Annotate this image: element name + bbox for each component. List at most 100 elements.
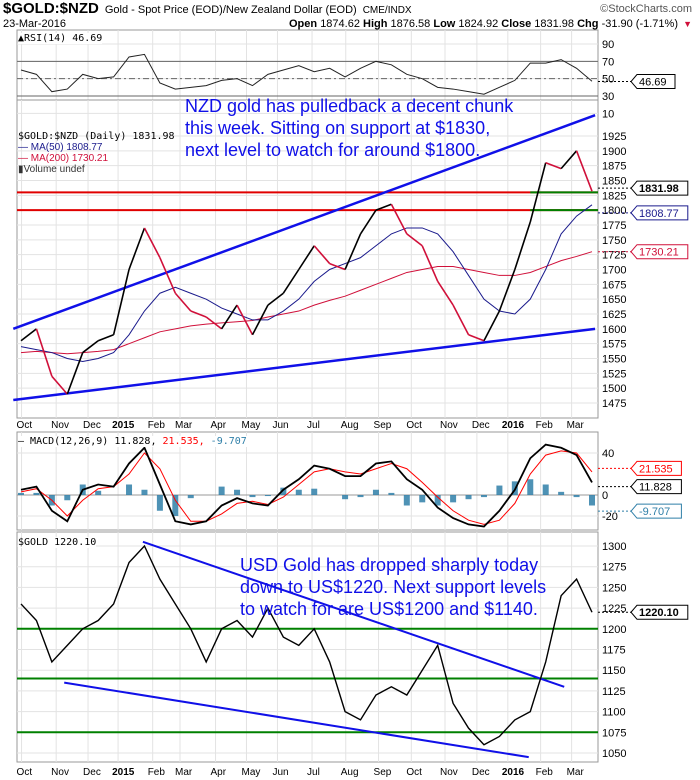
price-x-tick-label: Jun — [272, 420, 288, 431]
macd-histogram-bar — [156, 495, 163, 511]
macd-histogram-bar — [141, 489, 148, 495]
volume-legend: ▮Volume undef — [18, 164, 175, 175]
chg-label: Chg — [577, 18, 599, 30]
open-value: 1874.62 — [320, 18, 360, 30]
volume-icon: ▮ — [18, 164, 24, 175]
price-x-tick-label: Dec — [83, 420, 101, 431]
close-value: 1831.98 — [534, 18, 575, 30]
macd-histogram-bar — [465, 495, 472, 500]
price-segment — [313, 245, 331, 265]
rsi-icon: ▲ — [18, 33, 25, 44]
macd-legend-text: MACD(12,26,9) 11.828, — [30, 436, 157, 447]
macd-hist-tag — [630, 503, 682, 519]
macd-tag — [630, 479, 682, 495]
price-segment — [35, 328, 53, 377]
macd-histogram-bar — [558, 491, 565, 495]
ma50-line — [20, 204, 593, 362]
macd-histogram-bar — [218, 486, 225, 495]
price-x-tick-label: Apr — [211, 420, 227, 431]
price-tick-label: 1475 — [602, 398, 626, 410]
ma200-tag — [630, 244, 689, 260]
macd-histogram-bar — [388, 492, 395, 495]
ma200-legend-text: MA(200) 1730.21 — [30, 153, 109, 164]
price-tick-label: 1625 — [602, 309, 626, 321]
close-label: Close — [501, 18, 532, 30]
trendline — [13, 327, 596, 402]
price-tick-label: 1500 — [602, 383, 626, 395]
price-tick-label: 1600 — [602, 324, 626, 336]
price-segment — [220, 304, 238, 330]
price-segment — [205, 316, 223, 330]
chart-date: 23-Mar-2016 — [3, 18, 66, 30]
rsi-tick-label: 30 — [602, 91, 614, 103]
price-segment — [267, 292, 284, 306]
chart-header: $GOLD:$NZD Gold - Spot Price (EOD)/New Z… — [3, 0, 412, 17]
gold-x-tick-label: Sep — [374, 767, 392, 778]
gold-x-tick-label: Nov — [440, 767, 458, 778]
stockcharts-brand: ©StockCharts.com — [600, 3, 692, 15]
rsi-tick-label: 50 — [602, 74, 614, 86]
gold-tick-label: 1225 — [602, 603, 626, 615]
rsi-tick-label: 10 — [602, 108, 614, 120]
price-segment — [406, 233, 423, 247]
gold-tick-label: 1275 — [602, 562, 626, 574]
macd-histogram-bar — [95, 490, 102, 495]
macd-histogram-bar — [234, 489, 241, 495]
macd-panel — [16, 431, 599, 531]
price-segment — [329, 262, 346, 271]
price-segment — [174, 292, 192, 312]
gold-tick-label: 1300 — [602, 541, 626, 553]
ohlc-bar: Open 1874.62 High 1876.58 Low 1824.92 Cl… — [289, 18, 678, 30]
price-segment — [82, 340, 99, 354]
rsi-tick-label: 70 — [602, 56, 614, 68]
price-tick-label: 1650 — [602, 294, 626, 306]
macd-histogram-bar — [264, 495, 271, 497]
price-segment — [468, 334, 485, 342]
price-segment — [545, 161, 562, 170]
price-segment — [112, 269, 130, 335]
price-x-tick-label: Oct — [17, 420, 33, 431]
gold-tick-label: 1150 — [602, 665, 626, 677]
ma200-legend: — MA(200) 1730.21 — [18, 153, 109, 164]
price-x-tick-label: Mar — [567, 420, 585, 431]
macd-histogram-bar — [311, 488, 318, 495]
volume-legend-text: Volume undef — [23, 164, 85, 175]
price-legend-text: $GOLD:$NZD (Daily) 1831.98 — [18, 131, 175, 142]
price-segment — [421, 245, 439, 282]
price-segment — [437, 280, 454, 306]
macd-signal-legend: 21.535, — [156, 436, 205, 447]
rsi-line — [20, 53, 593, 95]
price-segment — [159, 257, 177, 294]
price-segment — [575, 150, 593, 192]
gold-x-tick-label: Dec — [472, 767, 490, 778]
price-segment — [529, 162, 547, 223]
price-x-tick-label: Oct — [406, 420, 422, 431]
price-x-tick-label: Feb — [536, 420, 554, 431]
price-tick-label: 1925 — [602, 131, 626, 143]
price-tick-label: 1525 — [602, 368, 626, 380]
rsi-tick-label: 90 — [602, 39, 614, 51]
ma200-tag-label: 1730.21 — [639, 247, 679, 259]
rsi-panel — [16, 29, 599, 101]
macd-histogram-bar — [187, 495, 194, 499]
gold-x-tick-label: Jun — [272, 767, 288, 778]
price-x-tick-label: Aug — [341, 420, 359, 431]
ma50-legend-text: MA(50) 1808.77 — [30, 142, 103, 153]
macd-tick-label: 0 — [602, 490, 608, 502]
price-x-tick-label: Nov — [440, 420, 458, 431]
rsi-tag-label: 46.69 — [639, 77, 667, 89]
gold-tick-label: 1250 — [602, 582, 626, 594]
gold-x-tick-label: Feb — [148, 767, 166, 778]
macd-histogram-bar — [126, 484, 133, 495]
macd-histogram-bar — [357, 495, 364, 498]
gold-x-tick-label: Oct — [17, 767, 33, 778]
gold-tick-label: 1125 — [602, 686, 626, 698]
price-segment — [390, 203, 408, 235]
macd-histogram-bar — [480, 495, 487, 498]
price-x-tick-label: Nov — [51, 420, 69, 431]
macd-histogram-bar — [64, 495, 71, 501]
price-segment — [483, 310, 501, 342]
macd-histogram-bar — [280, 487, 287, 495]
